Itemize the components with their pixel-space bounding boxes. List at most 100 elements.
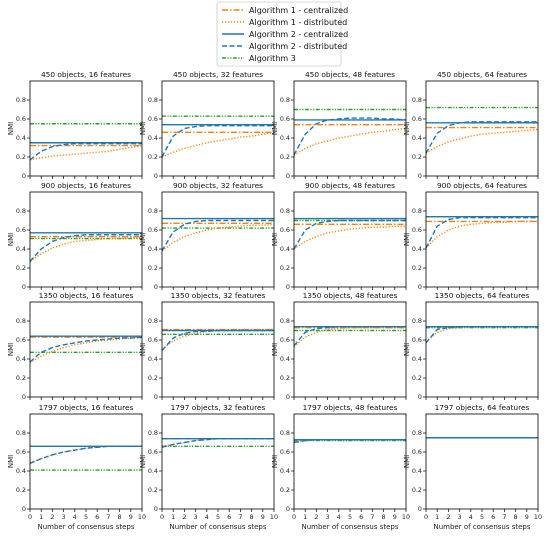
y-tick-label: 0.8	[148, 317, 158, 325]
series-line-a1d	[293, 225, 406, 250]
y-tick-label: 0.2	[412, 374, 422, 382]
x-tick-label: 5	[84, 513, 88, 521]
x-tick-label: 6	[491, 513, 495, 521]
y-tick-label: 0.8	[16, 207, 26, 215]
y-tick-label: 0.6	[16, 115, 26, 123]
subplot: 450 objects, 32 features 0 0.2 0.4 0.6 0.8 NMI	[139, 70, 275, 180]
x-tick-label: 10	[402, 513, 410, 521]
series-line-a2d	[161, 438, 274, 448]
subplot-title: 1797 objects, 16 features	[39, 403, 134, 412]
x-tick-label: 3	[62, 513, 66, 521]
y-tick-label: 0	[418, 505, 422, 513]
series-line-a2d	[161, 219, 274, 252]
subplot-title: 1797 objects, 32 features	[171, 403, 266, 412]
x-tick-label: 9	[129, 513, 133, 521]
y-axis-label: NMI	[403, 122, 411, 135]
legend: Algorithm 1 - centralized Algorithm 1 - d…	[216, 1, 348, 67]
y-tick-label: 0.6	[148, 336, 158, 344]
x-axis-label: Number of consensus steps	[37, 523, 134, 531]
subplot-title: 450 objects, 32 features	[173, 70, 263, 79]
y-tick-label: 0.8	[16, 317, 26, 325]
y-tick-label: 0.2	[16, 153, 26, 161]
y-tick-label: 0	[154, 172, 158, 180]
series-line-a1d	[29, 337, 142, 364]
x-tick-label: 0	[424, 513, 428, 521]
subplot: 450 objects, 64 features 0 0.2 0.4 0.6 0.8 NMI	[403, 70, 539, 180]
x-tick-label: 7	[106, 513, 110, 521]
subplot-title: 900 objects, 32 features	[173, 181, 263, 190]
subplot-title: 900 objects, 16 features	[41, 181, 131, 190]
plot-frame	[425, 301, 539, 398]
x-axis-label: Number of consensus steps	[433, 523, 530, 531]
subplot: 1350 objects, 48 features 0 0.2 0.4 0.6 0.8 NM…	[271, 291, 407, 401]
y-tick-label: 0	[418, 393, 422, 401]
y-tick-label: 0.4	[148, 467, 158, 475]
y-tick-label: 0	[418, 172, 422, 180]
subplot-title: 900 objects, 48 features	[305, 181, 395, 190]
series-line-a1d	[161, 438, 274, 447]
y-tick-label: 0	[286, 172, 290, 180]
plot-frame	[29, 301, 143, 398]
x-tick-label: 7	[238, 513, 242, 521]
subplot-title: 450 objects, 48 features	[305, 70, 395, 79]
y-tick-label: 0.2	[412, 153, 422, 161]
subplot: 900 objects, 48 features 0 0.2 0.4 0.6 0.8 NMI	[271, 181, 407, 291]
y-tick-label: 0.6	[148, 448, 158, 456]
y-tick-label: 0.4	[412, 467, 422, 475]
y-tick-label: 0	[154, 505, 158, 513]
series-line-a1d	[29, 445, 142, 464]
x-axis-label: Number of consensus steps	[169, 523, 266, 531]
y-tick-label: 0.2	[16, 264, 26, 272]
series-line-a1d	[293, 127, 407, 156]
y-axis-label: NMI	[271, 233, 279, 246]
x-tick-label: 10	[270, 513, 278, 521]
y-axis-label: NMI	[7, 343, 15, 356]
y-tick-label: 0.8	[16, 429, 26, 437]
y-axis-label: NMI	[271, 122, 279, 135]
legend-label: Algorithm 1 - centralized	[249, 6, 348, 15]
x-tick-label: 9	[261, 513, 265, 521]
y-tick-label: 0.2	[16, 374, 26, 382]
x-tick-label: 5	[348, 513, 352, 521]
plot-frame	[161, 413, 275, 510]
x-tick-label: 8	[382, 513, 386, 521]
y-tick-label: 0	[154, 283, 158, 291]
x-tick-label: 8	[250, 513, 254, 521]
x-tick-label: 2	[314, 513, 318, 521]
x-tick-label: 2	[446, 513, 450, 521]
y-tick-label: 0	[286, 505, 290, 513]
subplot-title: 1350 objects, 16 features	[39, 291, 134, 300]
subplot-title: 900 objects, 64 features	[437, 181, 527, 190]
subplot: 1797 objects, 16 features 0 0.2 0.4 0.6 0.8 NM…	[7, 403, 146, 531]
y-tick-label: 0.2	[412, 486, 422, 494]
series-line-a1d	[293, 326, 406, 348]
subplot-title: 1797 objects, 64 features	[435, 403, 530, 412]
x-tick-label: 3	[458, 513, 462, 521]
series-line-a1d	[161, 328, 274, 351]
y-axis-label: NMI	[271, 455, 279, 468]
y-tick-label: 0.2	[280, 486, 290, 494]
plot-frame	[425, 191, 539, 288]
y-axis-label: NMI	[139, 122, 147, 135]
y-tick-label: 0.4	[280, 245, 290, 253]
x-tick-label: 1	[435, 513, 439, 521]
y-tick-label: 0.2	[148, 153, 158, 161]
y-tick-label: 0.8	[412, 96, 422, 104]
subplot: 900 objects, 64 features 0 0.2 0.4 0.6 0.8 NMI	[403, 181, 539, 291]
series-line-a2d	[293, 326, 406, 347]
y-tick-label: 0.4	[412, 245, 422, 253]
y-tick-label: 0.4	[16, 245, 26, 253]
y-tick-label: 0.6	[280, 448, 290, 456]
y-tick-label: 0.4	[148, 134, 158, 142]
y-tick-label: 0.4	[280, 134, 290, 142]
x-tick-label: 2	[50, 513, 54, 521]
plot-frame	[161, 191, 275, 288]
y-tick-label: 0.6	[412, 226, 422, 234]
y-tick-label: 0.8	[412, 429, 422, 437]
y-tick-label: 0.4	[16, 134, 26, 142]
legend-label: Algorithm 2 - distributed	[249, 42, 347, 51]
series-line-a2d	[161, 329, 274, 351]
series-line-a2d	[425, 121, 538, 154]
x-tick-label: 7	[370, 513, 374, 521]
